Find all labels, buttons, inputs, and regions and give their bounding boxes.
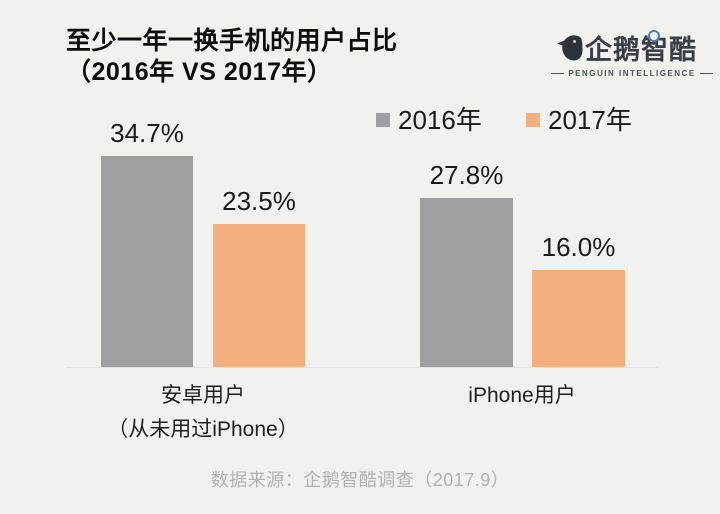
value-label-2016年-iPhone用户: 27.8% — [429, 160, 504, 190]
legend-label-2016: 2016年 — [398, 105, 482, 135]
category-label-iPhone用户-line1: iPhone用户 — [468, 384, 576, 407]
logo-rule-left — [551, 73, 565, 74]
legend-swatch-2016 — [376, 113, 390, 127]
x-axis-line — [66, 367, 658, 368]
logo-rule-right — [699, 73, 713, 74]
chart-title: 至少一年一换手机的用户占比 （2016年 VS 2017年） — [66, 26, 398, 87]
value-label-2017年-安卓用户（从未用过iPhone）: 23.5% — [222, 186, 296, 216]
data-source-text: 数据来源：企鹅智酷调查（2017.9） — [210, 470, 510, 490]
logo-subtitle: PENGUIN INTELLIGENCE — [551, 69, 713, 78]
legend-item-2016: 2016年 — [376, 105, 482, 135]
value-label-2016年-安卓用户（从未用过iPhone）: 34.7% — [110, 118, 184, 148]
logo-ring-icon — [648, 30, 660, 42]
legend-label-2017: 2017年 — [548, 105, 632, 135]
chart-title-line1: 至少一年一换手机的用户占比 — [66, 27, 398, 55]
bar-2017年-iPhone用户 — [532, 270, 625, 367]
penguin-intelligence-logo: 企鹅智酷 PENGUIN INTELLIGENCE — [551, 20, 713, 78]
chart-title-line2: （2016年 VS 2017年） — [66, 57, 333, 86]
category-label-安卓用户（从未用过iPhone）-line2: （从未用过iPhone） — [107, 418, 299, 441]
legend-item-2017: 2017年 — [526, 105, 632, 135]
bar-2016年-安卓用户（从未用过iPhone） — [101, 156, 193, 367]
bar-2017年-安卓用户（从未用过iPhone） — [213, 224, 305, 367]
logo-row: 企鹅智酷 — [556, 20, 708, 64]
logo-subtitle-text: PENGUIN INTELLIGENCE — [568, 69, 696, 78]
legend-swatch-2017 — [526, 113, 540, 127]
value-label-2017年-iPhone用户: 16.0% — [541, 232, 616, 262]
logo-name: 企鹅智酷 — [585, 35, 697, 65]
penguin-icon — [557, 35, 583, 61]
category-label-安卓用户（从未用过iPhone）-line1: 安卓用户 — [161, 384, 245, 407]
bar-2016年-iPhone用户 — [420, 198, 513, 367]
data-source: 数据来源：企鹅智酷调查（2017.9） — [0, 466, 720, 492]
